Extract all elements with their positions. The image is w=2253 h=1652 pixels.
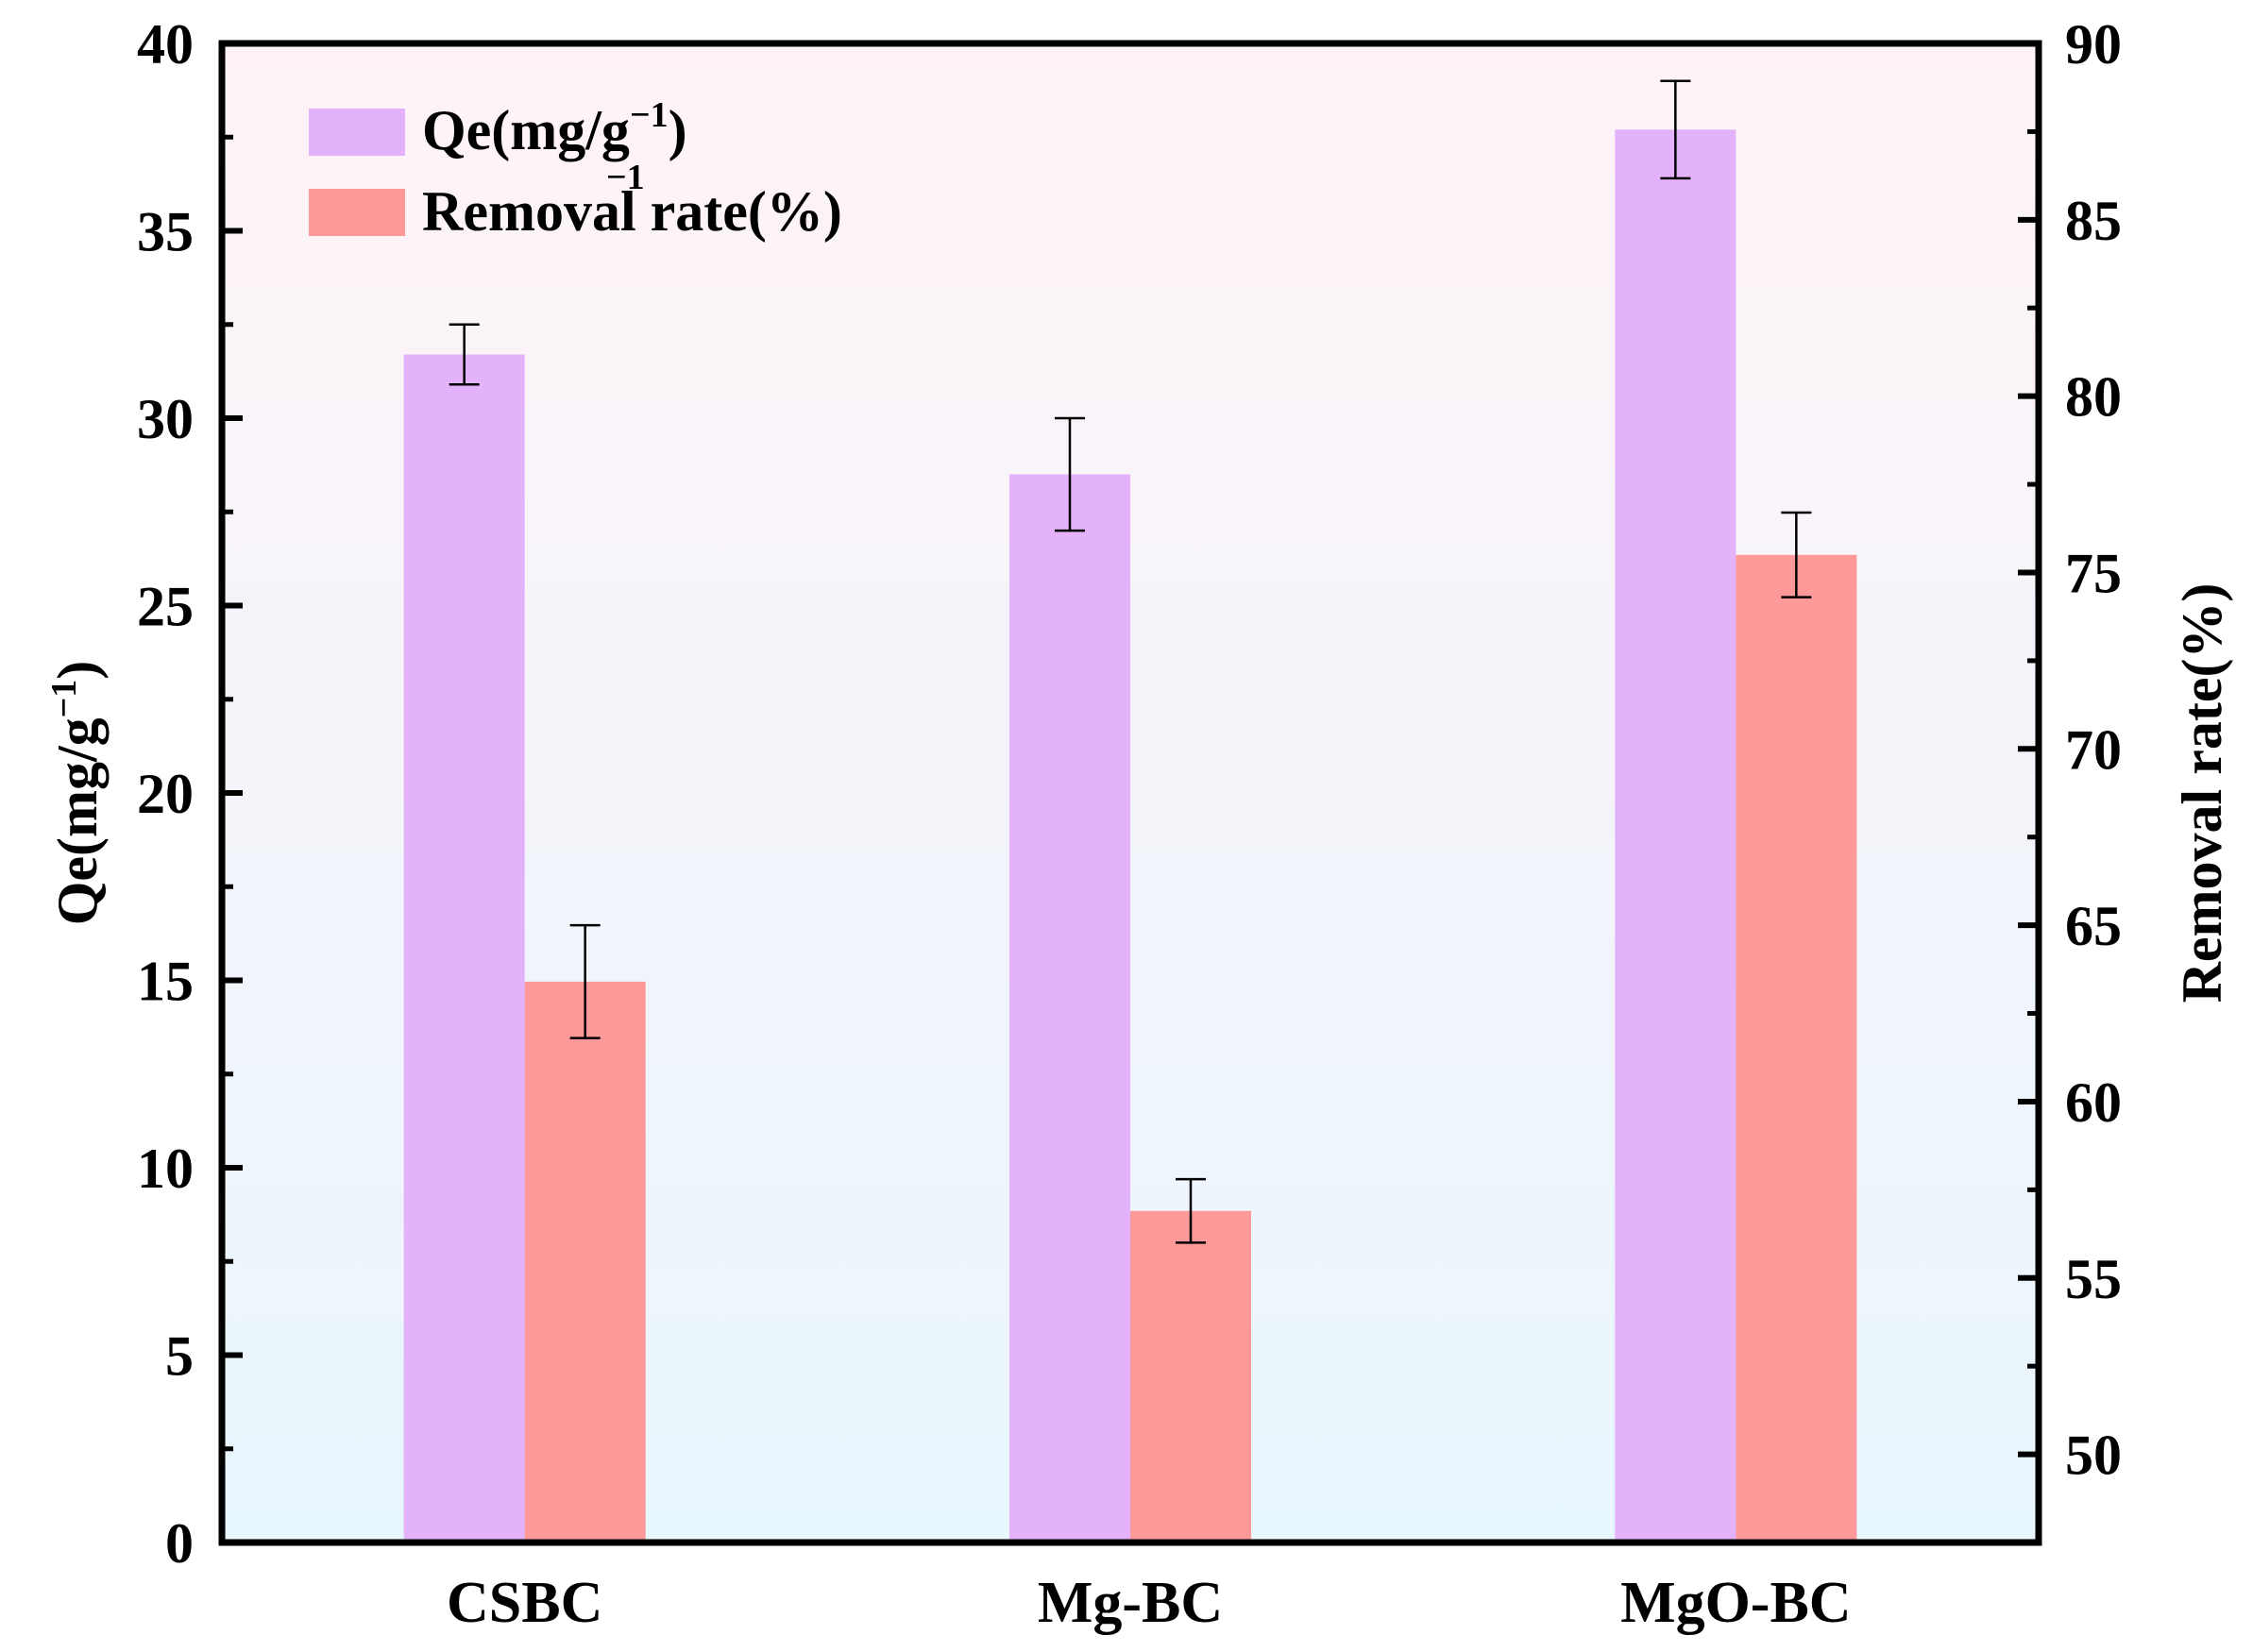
category-label: MgO-BC xyxy=(1620,1571,1852,1635)
left-tick-label: 35 xyxy=(137,201,194,263)
left-tick-label: 25 xyxy=(137,576,194,638)
right-tick-label: 75 xyxy=(2065,542,2122,604)
bar-qe-mg-bc xyxy=(1009,474,1130,1542)
error-bars-layer xyxy=(449,79,1812,1244)
bar-removal-mgo-bc xyxy=(1736,554,1857,1542)
left-tick-label: 15 xyxy=(137,951,194,1013)
right-tick-label: 65 xyxy=(2065,895,2122,957)
legend-swatch-qe xyxy=(309,109,405,156)
category-label: CSBC xyxy=(447,1571,602,1635)
right-tick-label: 85 xyxy=(2065,190,2122,252)
right-tick-label: 90 xyxy=(2065,13,2122,76)
left-tick-label: 0 xyxy=(165,1512,194,1575)
legend-swatch-removal xyxy=(309,189,405,236)
legend-label-qe-main: Qe(mg/g xyxy=(422,99,630,161)
left-tick-label: 40 xyxy=(137,13,194,76)
bar-removal-mg-bc xyxy=(1130,1210,1251,1542)
right-axis: 50 55 60 65 70 75 80 85 90 xyxy=(2018,13,2122,1487)
left-tick-label: 30 xyxy=(137,388,194,450)
left-axis-title-main: Qe(mg/g xyxy=(46,717,109,925)
bars-layer xyxy=(403,129,1857,1542)
right-tick-label: 80 xyxy=(2065,366,2122,429)
bar-qe-csbc xyxy=(403,354,525,1542)
legend-label-removal: Removal rate(%) xyxy=(422,180,842,243)
left-tick-label: 10 xyxy=(137,1138,194,1200)
left-tick-label: 5 xyxy=(165,1325,194,1388)
legend: Qe(mg/g−1) Removal rate(%) −1 xyxy=(309,95,842,243)
bar-qe-mgo-bc xyxy=(1615,129,1736,1542)
left-axis-title: Qe(mg/g−1) xyxy=(44,661,109,926)
legend-label-qe: Qe(mg/g−1) xyxy=(422,95,687,161)
left-axis: 0 5 10 15 20 25 30 35 40 xyxy=(137,13,243,1575)
right-tick-label: 60 xyxy=(2065,1071,2122,1134)
left-axis-title-sup: −1 xyxy=(44,680,84,718)
legend-label-qe-end: ) xyxy=(669,99,687,161)
x-axis-labels: CSBC Mg-BC MgO-BC xyxy=(447,1571,1852,1635)
legend-artifact-sup: −1 xyxy=(606,158,645,197)
bar-removal-csbc xyxy=(524,981,646,1542)
right-tick-label: 55 xyxy=(2065,1248,2122,1310)
legend-label-qe-sup: −1 xyxy=(630,95,669,135)
category-label: Mg-BC xyxy=(1038,1571,1223,1635)
right-tick-label: 70 xyxy=(2065,718,2122,781)
right-tick-label: 50 xyxy=(2065,1424,2122,1487)
left-tick-label: 20 xyxy=(137,763,194,825)
right-axis-title: Removal rate(%) xyxy=(2171,583,2233,1003)
left-axis-title-end: ) xyxy=(46,661,109,680)
